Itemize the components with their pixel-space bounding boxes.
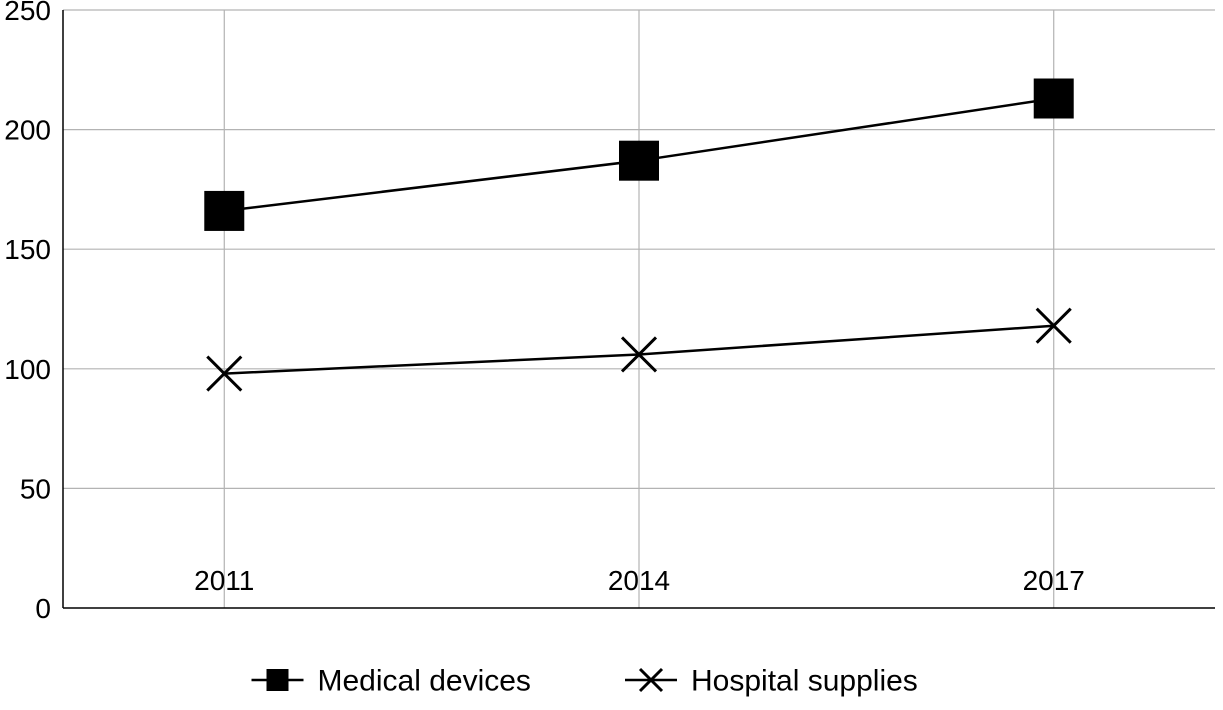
x-tick-label: 2014 [608,565,670,596]
line-chart: 0 50 100 150 200 250 2011 2014 2017 Medical devic… [0,0,1223,710]
y-tick-label: 0 [35,593,51,624]
square-marker-icon [1034,79,1074,119]
square-marker-icon [204,191,244,231]
y-tick-label: 150 [4,234,51,265]
square-marker-icon [267,669,289,691]
x-tick-label: 2011 [194,565,254,596]
y-tick-label: 50 [20,473,51,504]
legend-label: Hospital supplies [691,665,918,698]
legend-label: Medical devices [318,665,531,698]
y-tick-label: 200 [4,115,51,146]
y-tick-label: 100 [4,354,51,385]
chart-container: 0 50 100 150 200 250 2011 2014 2017 Medical devic… [0,0,1223,710]
x-tick-label: 2017 [1023,565,1085,596]
square-marker-icon [619,141,659,181]
y-tick-label: 250 [4,0,51,26]
